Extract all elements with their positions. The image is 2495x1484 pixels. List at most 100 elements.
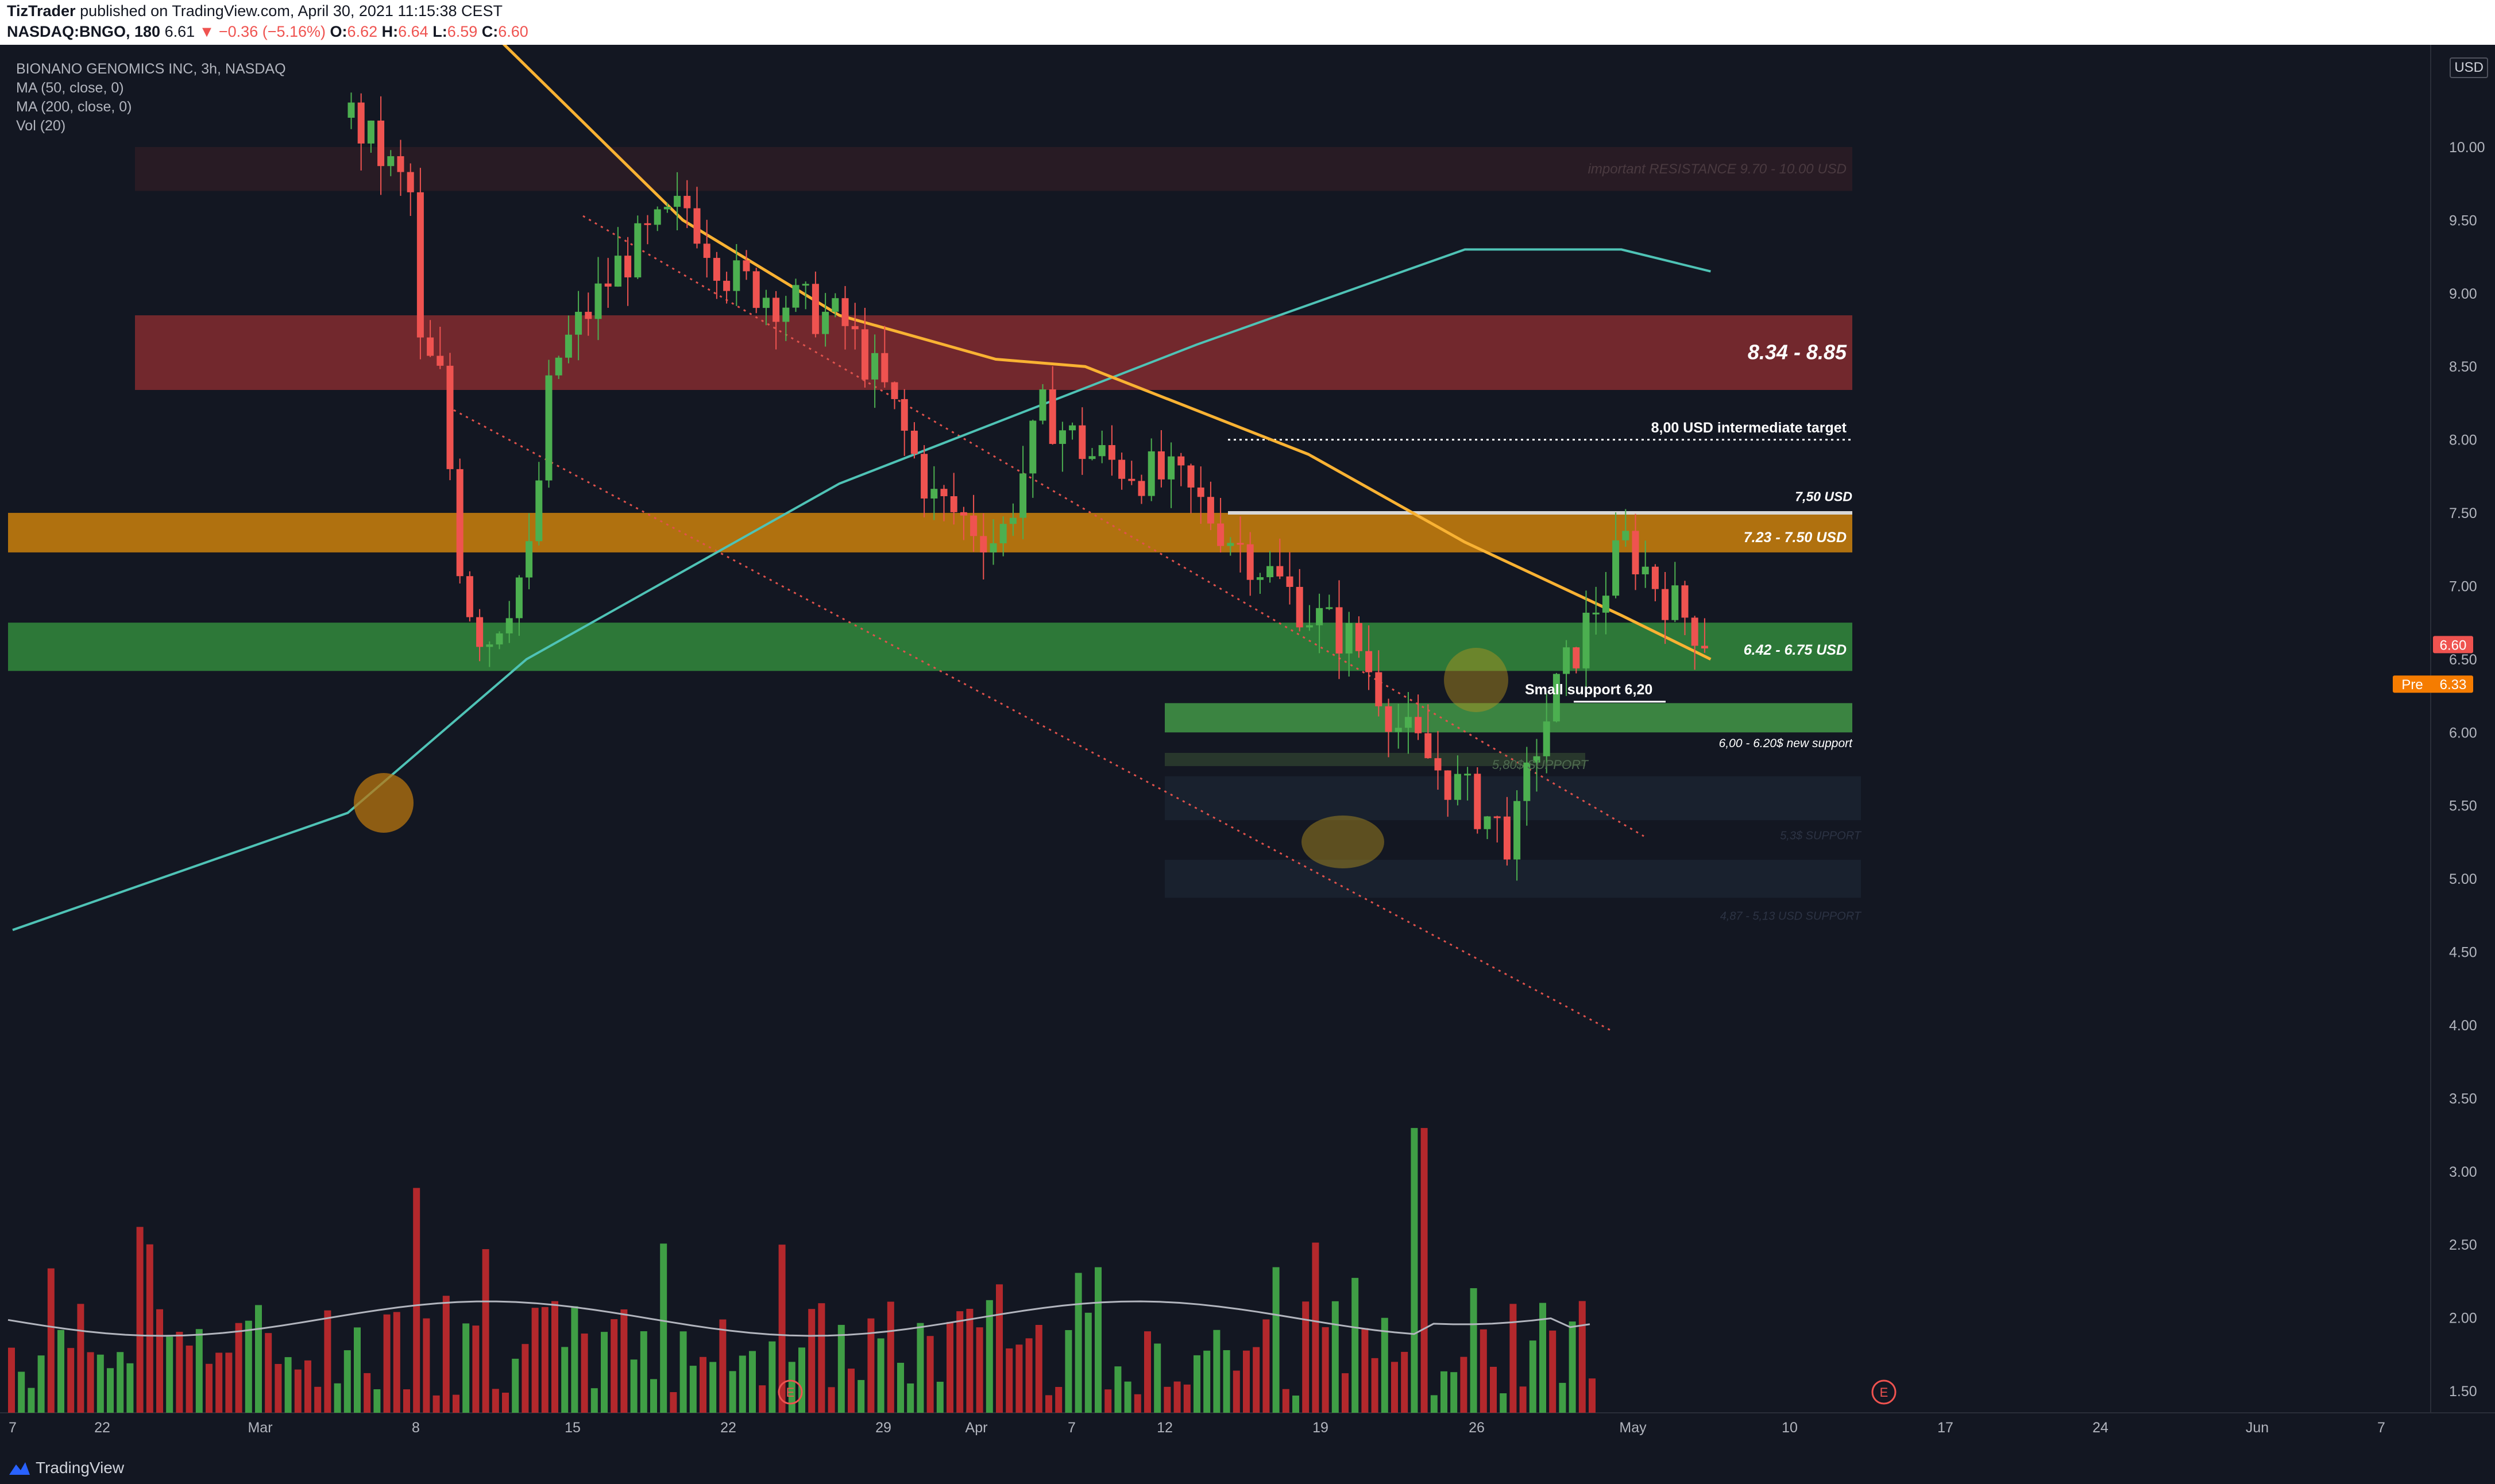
candle-body	[585, 311, 592, 319]
volume-bar	[67, 1348, 75, 1413]
legend-title[interactable]: BIONANO GENOMICS INC, 3h, NASDAQ	[16, 61, 286, 77]
volume-bar	[1233, 1370, 1240, 1413]
legend-vol[interactable]: Vol (20)	[16, 118, 66, 134]
level-750-label: 7,50 USD	[1795, 489, 1852, 504]
candle-body	[802, 284, 809, 286]
volume-bar	[1569, 1321, 1576, 1413]
volume-bar	[225, 1352, 233, 1413]
candle-body	[1582, 612, 1590, 668]
candle-body	[980, 536, 987, 552]
volume-bar	[393, 1312, 400, 1413]
candle-body	[367, 120, 374, 144]
candle-body	[594, 283, 602, 319]
candle-body	[545, 375, 553, 481]
candle-body	[377, 120, 385, 167]
volume-bar	[1509, 1304, 1517, 1413]
candle-body	[1573, 647, 1580, 668]
candle-body	[407, 172, 414, 192]
candle-body	[1404, 717, 1412, 728]
candle-body	[960, 512, 967, 516]
candle-body	[476, 617, 484, 647]
candle-body	[1543, 721, 1550, 756]
author-name[interactable]: TizTrader	[7, 2, 76, 20]
candle-body	[871, 353, 879, 380]
candle-body	[683, 196, 691, 208]
volume-bar	[275, 1363, 282, 1413]
chart-area[interactable]: 10.00 9.50 9.00 8.50 8.00 7.50 7.00 6.50 6.00 5.5…	[0, 45, 2495, 1452]
price-tick-label: 10.00	[2449, 140, 2485, 156]
candle-body	[347, 102, 355, 118]
time-tick-label: 8	[412, 1420, 420, 1436]
candle-body	[1464, 774, 1471, 776]
volume-bar	[640, 1331, 647, 1413]
volume-bar	[442, 1296, 450, 1413]
candle-body	[1088, 456, 1096, 459]
volume-bar	[887, 1301, 894, 1413]
published-text: published on TradingView.com, April 30, …	[80, 2, 503, 20]
price-chart[interactable]: 10.00 9.50 9.00 8.50 8.00 7.50 7.00 6.50 6.00 5.5…	[0, 45, 2495, 1452]
volume-bar	[1322, 1327, 1329, 1413]
candle-body	[555, 357, 562, 376]
volume-bar	[788, 1362, 795, 1413]
candle-body	[1503, 816, 1511, 860]
candle-body	[1207, 497, 1214, 524]
down-triangle-icon: ▼	[199, 23, 215, 40]
time-tick-label: 24	[2092, 1420, 2108, 1436]
price-tick-label: 3.50	[2449, 1091, 2477, 1107]
volume-bar	[1549, 1330, 1557, 1413]
volume-bar	[917, 1323, 924, 1413]
candle-body	[505, 618, 513, 633]
candle-body	[515, 577, 523, 619]
currency-badge[interactable]: USD	[2450, 57, 2488, 78]
volume-bar	[423, 1318, 430, 1413]
candle-body	[1148, 451, 1155, 496]
candle-body	[1009, 517, 1017, 524]
volume-bar	[719, 1319, 727, 1413]
volume-bar	[877, 1338, 885, 1413]
earnings-label: E	[786, 1385, 795, 1400]
time-tick-label: Mar	[248, 1420, 272, 1436]
highlight-circle	[1444, 648, 1508, 712]
legend-ma200[interactable]: MA (200, close, 0)	[16, 99, 132, 115]
volume-bar	[966, 1308, 974, 1413]
volume-bar	[798, 1347, 805, 1413]
volume-bar	[670, 1392, 677, 1413]
candle-body	[1039, 389, 1046, 421]
candle-body	[446, 365, 454, 469]
time-tick-label: Jun	[2246, 1420, 2269, 1436]
candle-body	[1681, 585, 1689, 618]
candle-body	[674, 196, 681, 207]
support-zone-green	[8, 623, 1852, 671]
candle-body	[1316, 608, 1323, 625]
earnings-marker	[1871, 1379, 1897, 1405]
price-tick-label: 3.00	[2449, 1164, 2477, 1180]
candle-body	[1493, 816, 1501, 818]
candle-body	[1454, 774, 1461, 800]
time-tick-label: 7	[2377, 1420, 2385, 1436]
candle-body	[1157, 451, 1165, 480]
volume-bar	[1351, 1278, 1359, 1413]
candle-body	[535, 480, 543, 542]
candle-body	[437, 355, 444, 366]
volume-bar	[590, 1388, 598, 1413]
volume-bar	[314, 1386, 322, 1413]
candle-body	[1276, 566, 1284, 577]
candle-body	[773, 297, 780, 322]
volume-bar	[1194, 1355, 1200, 1413]
volume-bar	[1302, 1301, 1310, 1413]
volume-bar	[1203, 1350, 1211, 1413]
channel-lower-line	[453, 409, 1613, 1033]
volume-bar	[768, 1341, 776, 1413]
volume-bar	[265, 1333, 272, 1413]
volume-bar	[808, 1309, 816, 1413]
volume-bar	[907, 1383, 914, 1413]
high-label: H:	[381, 23, 399, 40]
volume-bar	[818, 1303, 825, 1413]
highlight-ellipse	[1301, 816, 1384, 868]
candle-body	[762, 297, 770, 308]
volume-bar	[1124, 1381, 1131, 1413]
price-tick-label: 9.00	[2449, 286, 2477, 302]
volume-bar	[1500, 1393, 1507, 1413]
volume-bar	[1065, 1330, 1072, 1413]
legend-ma50[interactable]: MA (50, close, 0)	[16, 80, 124, 96]
